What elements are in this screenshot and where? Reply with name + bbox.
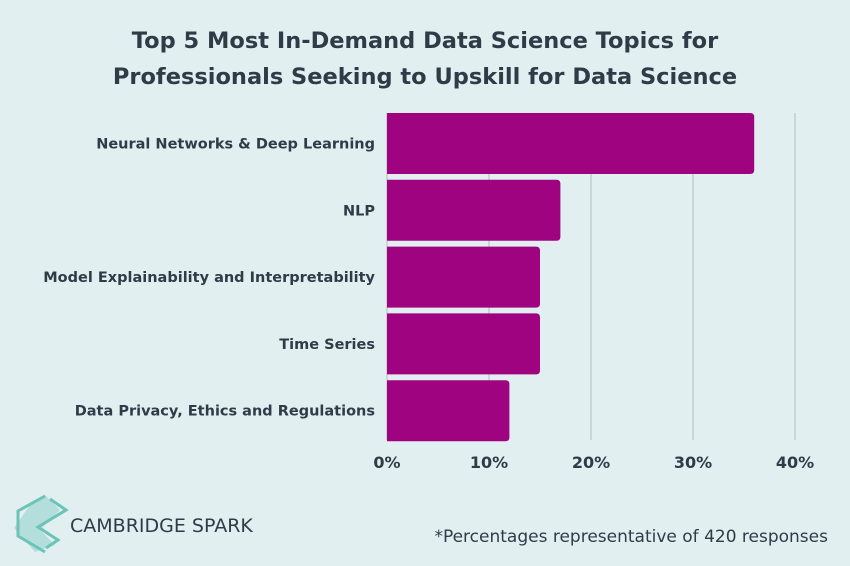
- brand-name: CAMBRIDGE SPARK: [70, 515, 253, 537]
- category-labels: Neural Networks & Deep Learning NLP Model …: [43, 137, 375, 420]
- chart-title-line-2: Professionals Seeking to Upskill for Dat…: [113, 64, 737, 90]
- category-label: Neural Networks & Deep Learning: [96, 137, 375, 153]
- x-tick-label: 40%: [776, 453, 814, 472]
- x-tick-label: 10%: [470, 453, 508, 472]
- category-label: NLP: [343, 203, 375, 219]
- bar: [387, 246, 540, 308]
- x-tick-label: 0%: [373, 453, 400, 472]
- cambridge-spark-logo: CAMBRIDGE SPARK: [14, 494, 253, 554]
- bars: [387, 113, 755, 442]
- bar: [387, 380, 510, 442]
- bar: [387, 113, 755, 174]
- x-tick-label: 30%: [674, 453, 712, 472]
- x-tick-label: 20%: [572, 453, 610, 472]
- footnote: *Percentages representative of 420 respo…: [434, 527, 828, 547]
- bar: [387, 179, 561, 241]
- chart-title-line-1: Top 5 Most In-Demand Data Science Topics…: [132, 28, 719, 54]
- category-label: Time Series: [279, 337, 375, 353]
- x-axis-ticks: 0% 10% 20% 30% 40%: [373, 453, 814, 472]
- category-label: Data Privacy, Ethics and Regulations: [75, 404, 375, 420]
- logo-hexagon-icon: [14, 494, 69, 554]
- category-label: Model Explainability and Interpretabilit…: [43, 270, 375, 286]
- bar: [387, 313, 540, 375]
